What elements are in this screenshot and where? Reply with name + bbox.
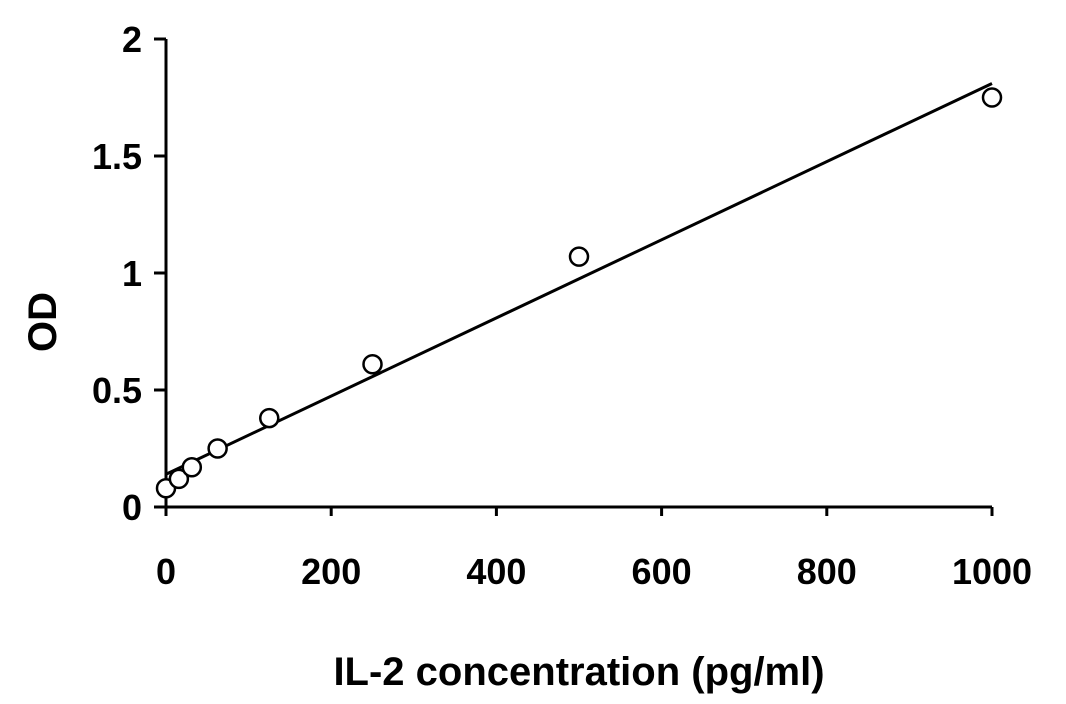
x-tick-label: 800 <box>797 551 857 592</box>
data-point <box>981 87 1003 108</box>
y-tick-label: 0 <box>122 487 142 528</box>
x-axis-title: IL-2 concentration (pg/ml) <box>333 650 824 694</box>
data-point <box>207 438 228 459</box>
x-ticks: 0 200 400 600 800 1000 <box>156 507 1032 592</box>
y-tick-label: 2 <box>122 19 142 60</box>
data-points <box>155 87 1003 499</box>
x-tick-label: 600 <box>632 551 692 592</box>
y-tick-label: 0.5 <box>92 370 142 411</box>
x-tick-label: 400 <box>466 551 526 592</box>
trendline-group <box>165 82 993 476</box>
y-ticks: 0 0.5 1 1.5 2 <box>92 19 166 528</box>
axes <box>164 39 992 509</box>
data-point <box>259 407 280 429</box>
data-point <box>181 456 203 478</box>
data-point <box>168 468 190 490</box>
trendline <box>165 82 993 476</box>
x-tick-label: 1000 <box>952 551 1032 592</box>
y-axis-title: OD <box>21 292 65 352</box>
y-tick-label: 1 <box>122 253 142 294</box>
x-tick-label: 0 <box>156 551 176 592</box>
data-point <box>568 246 590 267</box>
y-tick-label: 1.5 <box>92 136 142 177</box>
data-point <box>362 354 383 375</box>
x-tick-label: 200 <box>301 551 361 592</box>
